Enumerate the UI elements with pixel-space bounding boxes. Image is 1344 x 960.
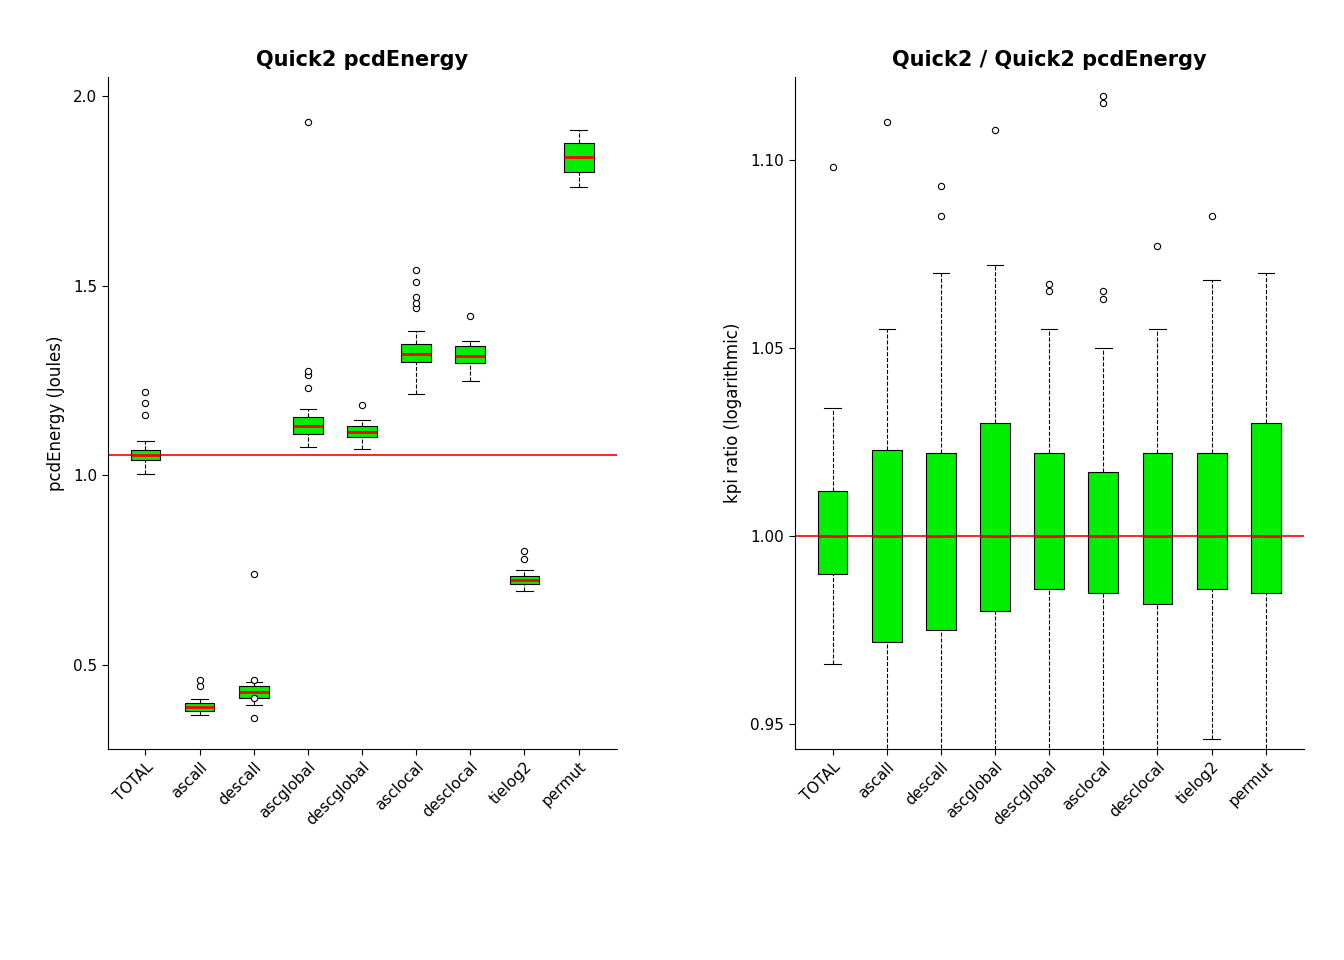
Bar	[563, 143, 594, 172]
Bar	[293, 417, 323, 434]
Bar	[980, 423, 1009, 612]
Title: Quick2 / Quick2 pcdEnergy: Quick2 / Quick2 pcdEnergy	[892, 50, 1207, 70]
Title: Quick2 pcdEnergy: Quick2 pcdEnergy	[255, 50, 468, 70]
Bar	[817, 491, 848, 574]
Bar	[1089, 472, 1118, 592]
Bar	[1035, 453, 1064, 588]
Y-axis label: kpi ratio (logarithmic): kpi ratio (logarithmic)	[724, 323, 742, 503]
Bar	[402, 345, 431, 362]
Bar	[239, 686, 269, 698]
Bar	[456, 347, 485, 364]
Bar	[509, 576, 539, 584]
Bar	[872, 449, 902, 641]
Bar	[1196, 453, 1227, 588]
Bar	[1142, 453, 1172, 604]
Y-axis label: pcdEnergy (Joules): pcdEnergy (Joules)	[47, 335, 65, 491]
Bar	[184, 704, 215, 710]
Bar	[1251, 423, 1281, 592]
Bar	[130, 449, 160, 460]
Bar	[347, 426, 376, 438]
Bar	[926, 453, 956, 630]
